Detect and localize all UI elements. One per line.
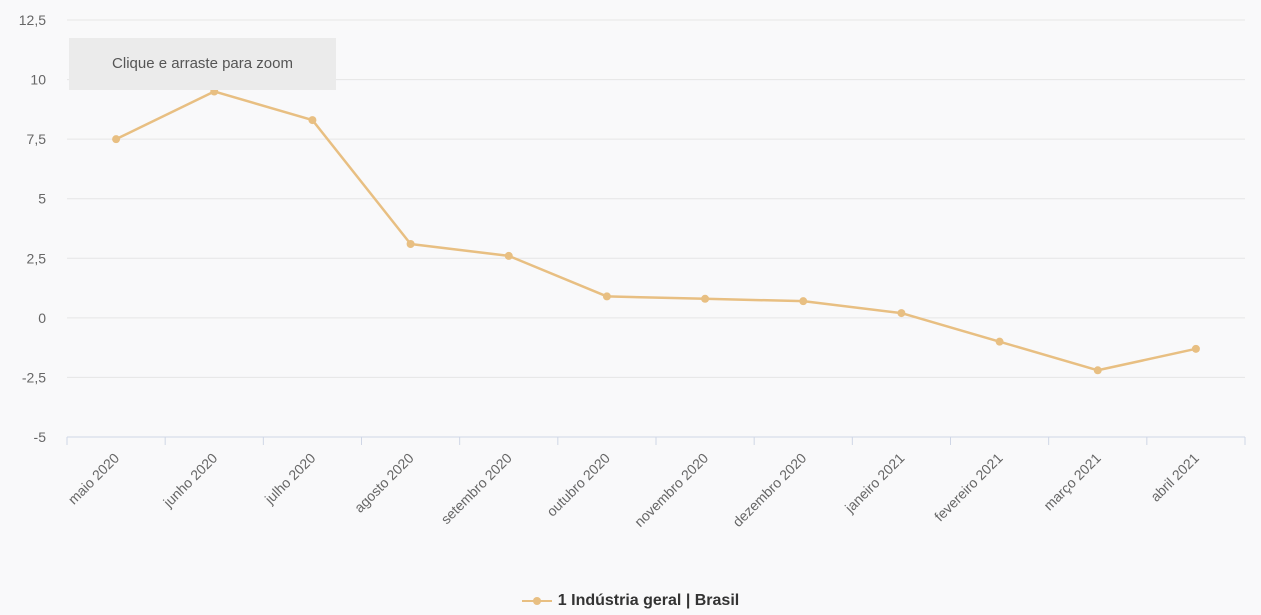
data-point[interactable] [308, 116, 317, 125]
x-tick-label: setembro 2020 [438, 450, 516, 528]
data-point[interactable] [504, 251, 513, 260]
data-point[interactable] [602, 292, 611, 301]
data-point[interactable] [1093, 366, 1102, 375]
x-axis: maio 2020 junho 2020 julho 2020 agosto 2020… [65, 437, 1246, 530]
x-tick-label: fevereiro 2021 [931, 450, 1006, 525]
y-tick-label: 7,5 [27, 131, 47, 147]
legend: 1 Indústria geral | Brasil [0, 588, 1261, 614]
y-tick-label: 12,5 [19, 12, 46, 28]
data-point[interactable] [1191, 344, 1200, 353]
x-tick-label: janeiro 2021 [841, 450, 908, 517]
y-tick-label: 5 [38, 191, 46, 207]
y-tick-label: 2,5 [27, 250, 47, 266]
data-point[interactable] [406, 239, 415, 248]
series-line[interactable] [115, 90, 1197, 372]
legend-label: 1 Indústria geral | Brasil [557, 592, 740, 609]
y-tick-label: 0 [38, 310, 46, 326]
y-tick-label: -5 [34, 429, 47, 445]
x-tick-label: maio 2020 [65, 450, 123, 508]
x-tick-label: junho 2020 [159, 450, 220, 511]
x-tick-label: novembro 2020 [631, 450, 711, 530]
y-tick-label: 10 [30, 72, 46, 88]
line-chart[interactable]: -5 -2,5 0 2,5 5 7,5 10 12,5 maio 2020 junho 2020… [0, 0, 1261, 590]
data-point[interactable] [799, 297, 808, 306]
x-tick-label: março 2021 [1040, 450, 1104, 514]
legend-item[interactable]: 1 Indústria geral | Brasil [521, 588, 740, 614]
x-tick-label: outubro 2020 [543, 450, 613, 520]
data-point[interactable] [995, 337, 1004, 346]
y-axis: -5 -2,5 0 2,5 5 7,5 10 12,5 [19, 12, 46, 445]
legend-line-marker-icon [521, 596, 552, 606]
data-point[interactable] [112, 135, 121, 144]
x-tick-label: agosto 2020 [351, 450, 417, 516]
data-point[interactable] [897, 309, 906, 318]
zoom-hint-button[interactable]: Clique e arraste para zoom [69, 38, 336, 90]
x-tick-label: julho 2020 [261, 450, 319, 508]
series-industria-geral[interactable] [112, 87, 1200, 375]
x-tick-label: dezembro 2020 [729, 450, 809, 530]
x-tick-label: abril 2021 [1147, 450, 1202, 505]
data-point[interactable] [701, 294, 710, 303]
y-tick-label: -2,5 [22, 369, 46, 385]
